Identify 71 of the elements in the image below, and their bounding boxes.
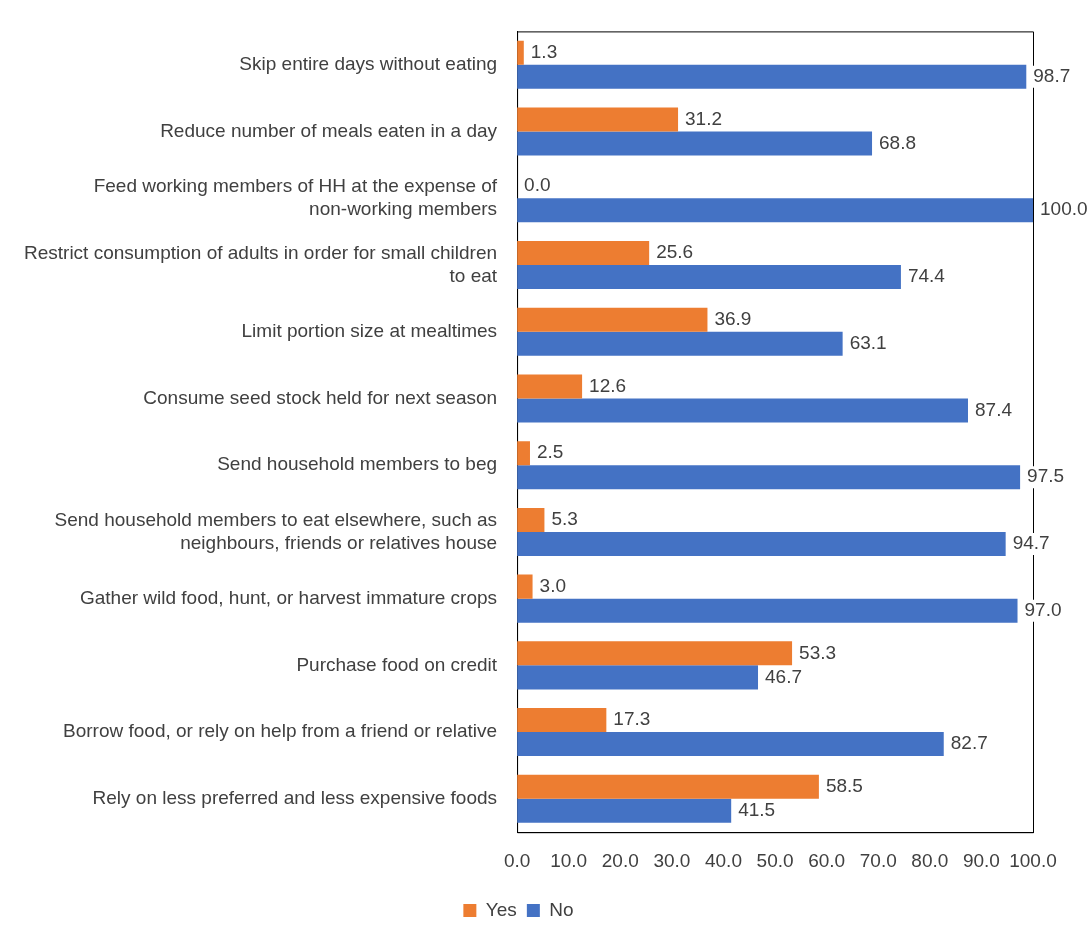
bar	[517, 574, 533, 599]
y-tick-label: Rely on less preferred and less expensive foods	[92, 787, 498, 809]
data-label: 2.5	[536, 441, 564, 463]
bar	[517, 732, 944, 757]
bar	[517, 64, 1027, 89]
data-label: 74.4	[907, 265, 946, 287]
data-label: 17.3	[613, 708, 651, 730]
legend-label: Yes	[485, 898, 517, 920]
x-tick-label: 50.0	[756, 849, 794, 871]
data-label: 58.5	[825, 775, 863, 797]
y-tick-label: Gather wild food, hunt, or harvest immature crops	[79, 586, 498, 608]
data-label: 94.7	[1012, 532, 1050, 554]
data-label: 0.0	[524, 174, 551, 196]
data-label: 53.3	[799, 641, 837, 663]
bar	[517, 374, 583, 399]
bar	[517, 798, 732, 823]
data-label: 3.0	[539, 574, 566, 596]
x-tick-label: 90.0	[962, 849, 1000, 871]
bar	[517, 398, 968, 423]
bar	[517, 198, 1033, 223]
x-tick-label: 10.0	[550, 849, 588, 871]
bar	[517, 240, 650, 265]
x-tick-label: 60.0	[808, 849, 846, 871]
data-label: 82.7	[950, 732, 988, 754]
data-label: 36.9	[714, 307, 752, 329]
y-tick-label: Restrict consumption of adults in order for small children to eat	[24, 241, 498, 286]
y-tick-label: Send household members to eat elsewhere, such as neighbours, friends or relatives house	[54, 508, 498, 553]
data-label: 87.4	[975, 398, 1013, 420]
bar	[517, 465, 1021, 490]
bar	[517, 507, 545, 532]
y-tick-label: Purchase food on credit	[296, 653, 498, 675]
x-tick-label: 20.0	[601, 849, 639, 871]
bar	[517, 708, 607, 733]
data-label: 12.6	[589, 374, 627, 396]
y-tick-label: Skip entire days without eating	[239, 53, 498, 74]
x-tick-label: 80.0	[911, 849, 949, 871]
data-label: 41.5	[738, 799, 776, 821]
x-tick-label: 70.0	[859, 849, 897, 871]
data-label: 25.6	[656, 241, 694, 263]
data-label: 31.2	[685, 107, 723, 129]
y-tick-label: Send household members to beg	[217, 453, 498, 475]
y-tick-label: Borrow food, or rely on help from a friend or relative	[63, 720, 498, 742]
bar	[517, 107, 679, 132]
x-tick-label: 30.0	[653, 849, 691, 871]
bar	[517, 131, 873, 156]
data-label: 100.0	[1040, 198, 1088, 220]
y-tick-label: Feed working members of HH at the expense of non-working members	[93, 175, 498, 219]
bar	[517, 641, 793, 666]
bar	[517, 264, 901, 289]
bar	[517, 331, 843, 356]
bar	[517, 665, 759, 690]
data-label: 98.7	[1033, 65, 1071, 87]
x-tick-label: 0.0	[503, 849, 531, 871]
data-label: 97.5	[1027, 465, 1065, 487]
bar	[517, 531, 1006, 556]
x-tick-label: 40.0	[704, 849, 742, 871]
data-label: 1.3	[530, 40, 558, 62]
data-label: 63.1	[849, 331, 887, 353]
x-tick-label: 100.0	[1009, 849, 1057, 871]
y-tick-label: Consume seed stock held for next season	[143, 386, 498, 408]
bar	[517, 774, 819, 799]
data-label: 5.3	[551, 508, 578, 530]
data-label: 46.7	[765, 665, 802, 687]
y-tick-label: Reduce number of meals eaten in a day	[160, 119, 498, 141]
legend-label: No	[549, 898, 574, 920]
y-tick-label: Limit portion size at mealtimes	[241, 319, 498, 341]
bar	[517, 441, 530, 466]
data-label: 68.8	[879, 131, 917, 153]
bar	[517, 307, 708, 332]
bar	[517, 598, 1018, 623]
data-label: 97.0	[1024, 598, 1062, 620]
